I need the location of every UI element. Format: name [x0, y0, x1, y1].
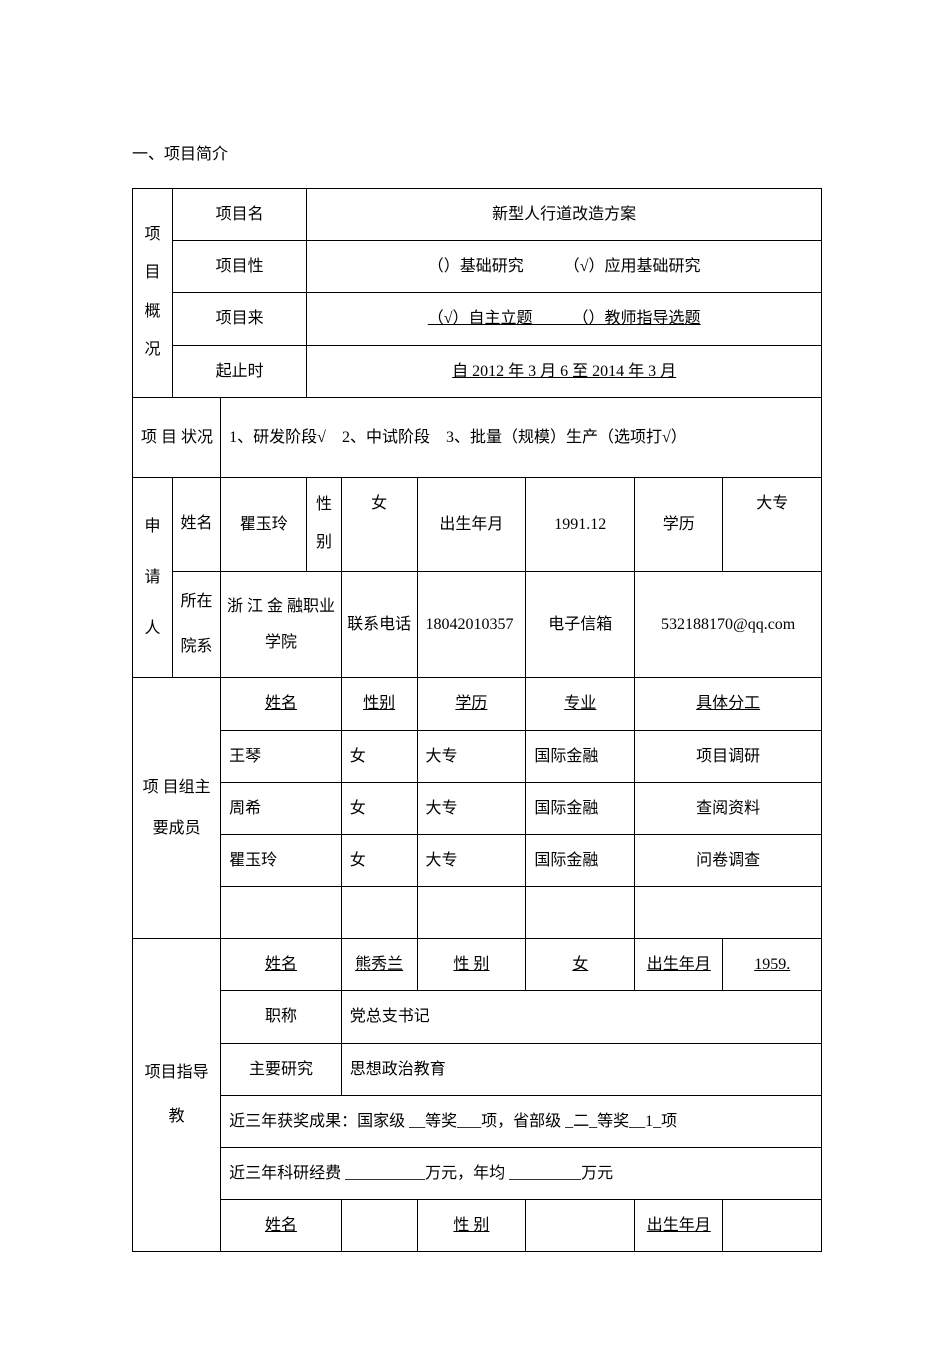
table-row: 大专 — [417, 834, 526, 886]
advisor-birth: 1959. — [723, 939, 822, 991]
advisor-name: 熊秀兰 — [341, 939, 417, 991]
table-row: 瞿玉玲 — [221, 834, 342, 886]
advisor2-h-gender: 性 别 — [417, 1200, 526, 1252]
applicant-name: 瞿玉玲 — [221, 477, 307, 571]
advisor-h-birth: 出生年月 — [635, 939, 723, 991]
advisor-research-label: 主要研究 — [221, 1043, 342, 1095]
project-period: 自 2012 年 3 月 6 至 2014 年 3 月 — [307, 345, 822, 397]
team-h-gender: 性别 — [341, 678, 417, 730]
type-label: 项目性 — [172, 241, 306, 293]
name-label: 项目名 — [172, 189, 306, 241]
applicant-label: 申请人 — [133, 477, 173, 677]
team-h-major: 专业 — [526, 678, 635, 730]
advisor2-name — [341, 1200, 417, 1252]
advisor-research: 思想政治教育 — [341, 1043, 821, 1095]
table-row: 国际金融 — [526, 782, 635, 834]
applicant-edu: 大专 — [723, 477, 822, 571]
source-label: 项目来 — [172, 293, 306, 345]
table-row: 查阅资料 — [635, 782, 822, 834]
table-row: 大专 — [417, 730, 526, 782]
applicant-gender-label: 性别 — [307, 477, 341, 571]
overview-label: 项目概况 — [133, 189, 173, 398]
project-type: （）基础研究 （√）应用基础研究 — [307, 241, 822, 293]
advisor-awards: 近三年获奖成果：国家级 __等奖___项，省部级 _二_等奖__1_项 — [221, 1095, 822, 1147]
applicant-dept: 浙 江 金 融职业学院 — [221, 571, 342, 678]
advisor-title-label: 职称 — [221, 991, 342, 1043]
applicant-name-label: 姓名 — [172, 477, 220, 571]
applicant-phone: 18042010357 — [417, 571, 526, 678]
applicant-phone-label: 联系电话 — [341, 571, 417, 678]
period-label: 起止时 — [172, 345, 306, 397]
applicant-email: 532188170@qq.com — [635, 571, 822, 678]
advisor2-birth — [723, 1200, 822, 1252]
table-row: 女 — [341, 730, 417, 782]
team-h-edu: 学历 — [417, 678, 526, 730]
advisor-h-gender: 性 别 — [417, 939, 526, 991]
applicant-edu-label: 学历 — [635, 477, 723, 571]
table-row: 女 — [341, 834, 417, 886]
applicant-email-label: 电子信箱 — [526, 571, 635, 678]
project-name: 新型人行道改造方案 — [307, 189, 822, 241]
advisor-gender: 女 — [526, 939, 635, 991]
project-form-table: 项目概况 项目名 新型人行道改造方案 项目性 （）基础研究 （√）应用基础研究 … — [132, 188, 822, 1252]
table-row — [635, 887, 822, 939]
team-h-role: 具体分工 — [635, 678, 822, 730]
advisor2-h-name: 姓名 — [221, 1200, 342, 1252]
table-row: 国际金融 — [526, 834, 635, 886]
table-row — [526, 887, 635, 939]
applicant-gender: 女 — [341, 477, 417, 571]
project-source: （√）自主立题 （）教师指导选题 — [307, 293, 822, 345]
table-row — [341, 887, 417, 939]
advisor-h-name: 姓名 — [221, 939, 342, 991]
table-row: 周希 — [221, 782, 342, 834]
table-row: 项目调研 — [635, 730, 822, 782]
table-row: 大专 — [417, 782, 526, 834]
advisor-label: 项目指导教 — [133, 939, 221, 1252]
table-row: 问卷调查 — [635, 834, 822, 886]
table-row: 王琴 — [221, 730, 342, 782]
advisor2-gender — [526, 1200, 635, 1252]
advisor2-h-birth: 出生年月 — [635, 1200, 723, 1252]
table-row: 国际金融 — [526, 730, 635, 782]
applicant-birth-label: 出生年月 — [417, 477, 526, 571]
advisor-funding: 近三年科研经费 __________万元，年均 _________万元 — [221, 1148, 822, 1200]
status-label: 项 目 状况 — [133, 397, 221, 477]
table-row — [417, 887, 526, 939]
status-text: 1、研发阶段√ 2、中试阶段 3、批量（规模）生产（选项打√） — [221, 397, 822, 477]
advisor-title: 党总支书记 — [341, 991, 821, 1043]
applicant-dept-label: 所在院系 — [172, 571, 220, 678]
section-title: 一、项目简介 — [132, 140, 822, 164]
team-label: 项 目组主要成员 — [133, 678, 221, 939]
table-row — [221, 887, 342, 939]
table-row: 女 — [341, 782, 417, 834]
team-h-name: 姓名 — [221, 678, 342, 730]
applicant-birth: 1991.12 — [526, 477, 635, 571]
